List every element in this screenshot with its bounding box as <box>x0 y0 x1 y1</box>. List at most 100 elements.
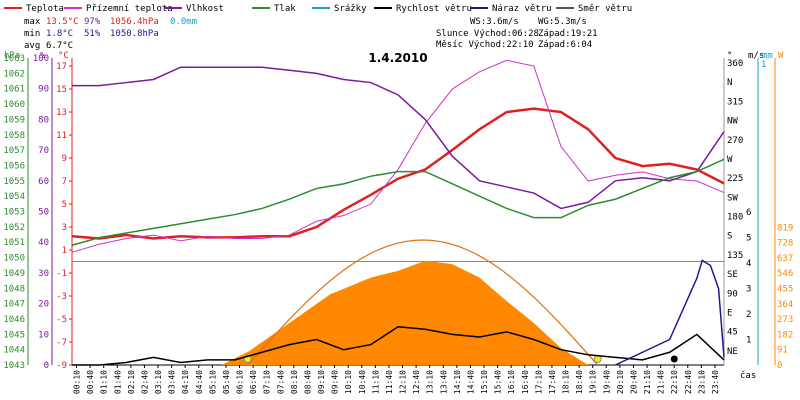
wind-tick-label: 1 <box>746 336 751 346</box>
percent-tick-label: 60 <box>38 177 49 187</box>
stat-min-hum: 51% <box>84 29 101 39</box>
x-tick-label: 16:10 <box>507 370 516 394</box>
hpa-tick-label: 1063 <box>3 54 25 64</box>
stat-avg-label: avg <box>24 41 40 51</box>
axis-x-label: čas <box>740 370 756 381</box>
celsius-tick-label: 11 <box>56 131 67 141</box>
x-tick-label: 06:10 <box>236 370 245 394</box>
stat-max-hum: 97% <box>84 17 101 27</box>
hpa-tick-label: 1045 <box>3 330 25 340</box>
wind-tick-label: 5 <box>746 234 751 244</box>
x-tick-label: 15:40 <box>494 370 503 394</box>
x-tick-label: 02:40 <box>140 370 149 394</box>
stat-sun-rise: Slunce Východ:06:28 <box>436 29 539 39</box>
celsius-tick-label: 7 <box>62 177 67 187</box>
solar-tick-label: 182 <box>777 330 793 340</box>
hpa-tick-label: 1053 <box>3 208 25 218</box>
direction-tick-label: 180 <box>727 213 743 223</box>
x-tick-label: 11:10 <box>371 370 380 394</box>
solar-tick-label: 0 <box>777 361 782 371</box>
x-tick-labels: 00:10 00:40 01:10 01:40 02:10 02:40 03:10 03:40… <box>73 365 720 394</box>
celsius-tick-label: 3 <box>62 223 67 233</box>
sun-arc <box>247 239 599 366</box>
x-tick-label: 09:40 <box>331 370 340 394</box>
direction-tick-label: SE <box>727 270 738 280</box>
stat-wg: WG:5.3m/s <box>538 17 587 27</box>
x-tick-label: 18:10 <box>562 370 571 394</box>
solar-tick-label: 819 <box>777 223 793 233</box>
axis-hpa-unit: hPa <box>4 51 20 61</box>
series-line <box>72 325 725 366</box>
x-tick-label: 17:40 <box>548 370 557 394</box>
celsius-tick-label: -1 <box>56 269 67 279</box>
hpa-tick-label: 1055 <box>3 177 25 187</box>
x-tick-label: 20:10 <box>616 370 625 394</box>
wind-tick-label: 3 <box>746 285 751 295</box>
percent-tick-label: 90 <box>38 85 49 95</box>
celsius-tick-label: -3 <box>56 292 67 302</box>
percent-tick-label: 30 <box>38 269 49 279</box>
x-tick-label: 00:40 <box>86 370 95 394</box>
x-tick-label: 03:40 <box>168 370 177 394</box>
direction-tick-label: 315 <box>727 97 743 107</box>
legend-label: Srážky <box>334 4 367 14</box>
x-tick-label: 01:10 <box>100 370 109 394</box>
series-line <box>71 59 725 253</box>
x-tick-label: 16:40 <box>521 370 530 394</box>
hpa-tick-label: 1056 <box>3 161 25 171</box>
solar-tick-label: 364 <box>777 300 793 310</box>
stat-sun-set: Západ:19:21 <box>538 29 598 39</box>
x-tick-label: 09:10 <box>317 370 326 394</box>
solar-area <box>221 260 589 365</box>
stat-min-press: 1050.8hPa <box>110 29 159 39</box>
hpa-tick-label: 1048 <box>3 284 25 294</box>
hpa-tick-label: 1062 <box>3 69 25 79</box>
axis-percent-unit: % <box>40 51 46 61</box>
direction-tick-label: NE <box>727 347 738 357</box>
x-tick-label: 22:40 <box>684 370 693 394</box>
wind-tick-label: 6 <box>746 208 751 218</box>
hpa-tick-label: 1050 <box>3 254 25 264</box>
x-tick-label: 07:10 <box>263 370 272 394</box>
solar-tick-label: 455 <box>777 285 793 295</box>
axis-rain-unit: mm <box>762 51 773 61</box>
hpa-tick-label: 1058 <box>3 131 25 141</box>
solar-tick-label: 546 <box>777 269 793 279</box>
x-tick-label: 10:10 <box>344 370 353 394</box>
direction-tick-label: N <box>727 78 732 88</box>
stat-max-label: max <box>24 17 41 27</box>
legend-label: Rychlost větru <box>396 4 472 14</box>
direction-tick-label: SW <box>727 193 738 203</box>
percent-tick-label: 70 <box>38 146 49 156</box>
hpa-tick-label: 1044 <box>3 346 25 356</box>
hpa-tick-label: 1059 <box>3 115 25 125</box>
x-tick-label: 14:40 <box>466 370 475 394</box>
legend: Teplota Přízemní teplota Vlhkost Tlak Srážky… <box>4 4 632 14</box>
stat-moon-set: Západ:6:04 <box>538 40 592 50</box>
x-tick-label: 03:10 <box>154 370 163 394</box>
celsius-tick-label: 17 <box>56 62 67 72</box>
axis-celsius-unit: °C <box>58 51 69 61</box>
hpa-tick-label: 1046 <box>3 315 25 325</box>
x-tick-label: 22:10 <box>670 370 679 394</box>
x-tick-label: 23:40 <box>711 370 720 394</box>
direction-tick-label: 360 <box>727 59 743 69</box>
axis-direction-unit: ° <box>727 51 732 61</box>
series-line <box>71 158 725 246</box>
x-tick-label: 13:40 <box>439 370 448 394</box>
x-tick-label: 21:40 <box>657 370 666 394</box>
percent-tick-label: 40 <box>38 238 49 248</box>
axis-solar-unit: W <box>778 51 784 61</box>
x-tick-label: 02:10 <box>127 370 136 394</box>
x-tick-label: 18:40 <box>575 370 584 394</box>
axis-wind-unit: m/s <box>748 51 764 61</box>
x-tick-label: 05:10 <box>208 370 217 394</box>
hpa-tick-label: 1057 <box>3 146 25 156</box>
celsius-tick-label: -5 <box>56 315 67 325</box>
hpa-tick-label: 1051 <box>3 238 25 248</box>
direction-tick-label: S <box>727 232 732 242</box>
series-line <box>615 259 725 366</box>
legend-label: Směr větru <box>578 4 632 14</box>
